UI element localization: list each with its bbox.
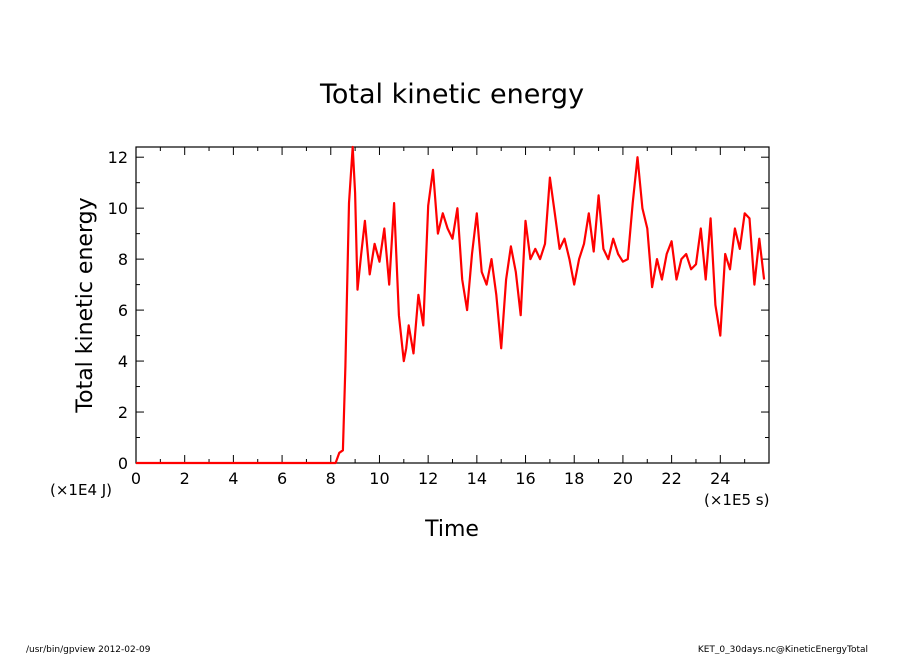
chart-title: Total kinetic energy (319, 79, 584, 110)
x-tick-label: 18 (564, 469, 584, 488)
y-tick-label: 0 (118, 454, 128, 473)
x-tick-label: 4 (228, 469, 238, 488)
x-tick-label: 2 (180, 469, 190, 488)
x-axis-label: Time (424, 517, 479, 542)
y-axis-tick-labels: 0 2 4 6 8 10 12 (108, 148, 128, 473)
x-tick-label: 22 (661, 469, 681, 488)
y-tick-label: 10 (108, 199, 128, 218)
y-unit-label: (×1E4 J) (50, 481, 112, 499)
y-tick-label: 6 (118, 301, 128, 320)
x-tick-label: 10 (369, 469, 389, 488)
plot-frame (135, 146, 770, 464)
x-axis-tick-labels: 0 2 4 6 8 10 12 14 16 18 20 22 24 (131, 469, 731, 488)
x-tick-label: 8 (326, 469, 336, 488)
x-unit-label: (×1E5 s) (704, 491, 769, 509)
y-axis-ticks (136, 156, 769, 439)
series-line (136, 145, 766, 465)
y-tick-label: 12 (108, 148, 128, 167)
x-tick-label: 24 (710, 469, 730, 488)
y-tick-label: 4 (118, 352, 128, 371)
x-tick-label: 16 (515, 469, 535, 488)
y-tick-label: 2 (118, 403, 128, 422)
x-tick-label: 20 (613, 469, 633, 488)
footer-right: KET_0_30days.nc@KineticEnergyTotal (698, 645, 868, 654)
x-tick-label: 6 (277, 469, 287, 488)
x-tick-label: 14 (467, 469, 487, 488)
x-axis-ticks (159, 147, 746, 463)
x-tick-label: 0 (131, 469, 141, 488)
y-tick-label: 8 (118, 250, 128, 269)
x-tick-label: 12 (418, 469, 438, 488)
footer-left: /usr/bin/gpview 2012-02-09 (26, 645, 151, 654)
y-axis-label: Total kinetic energy (73, 197, 98, 413)
